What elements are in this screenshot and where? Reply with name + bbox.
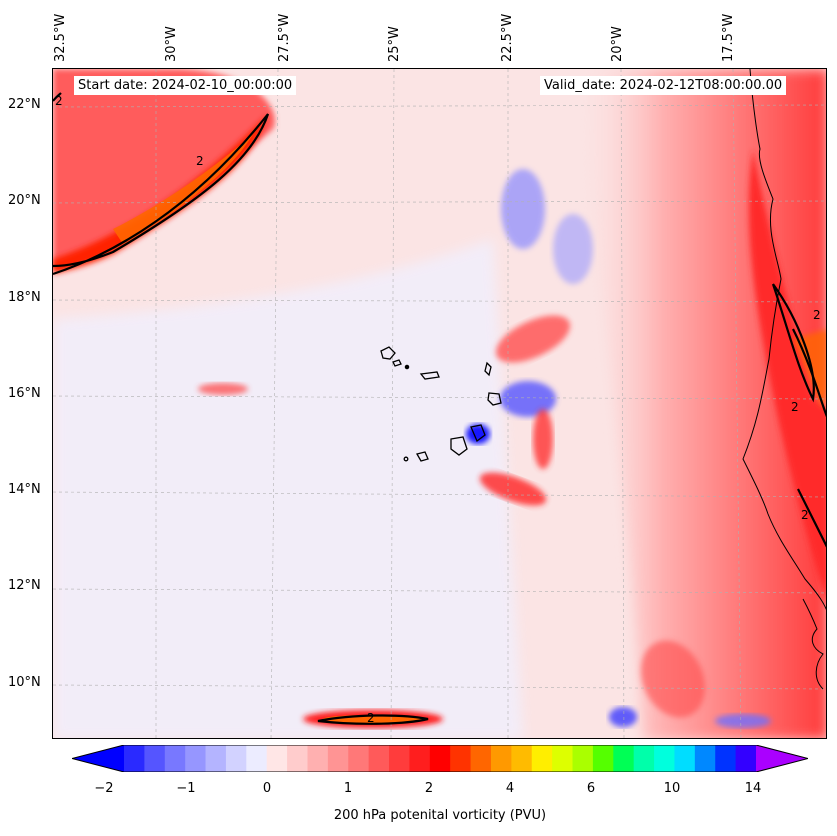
colorbar-swatch (715, 745, 737, 772)
colorbar-swatch (124, 745, 145, 772)
cb-tick-3: 1 (343, 781, 353, 796)
lon-label-25w: 25°W (387, 26, 402, 62)
red-blob-5 (640, 640, 706, 718)
lat-label-18n: 18°N (8, 290, 41, 305)
lon-label-22-5w: 22.5°W (500, 13, 515, 62)
colorbar-swatch (654, 745, 675, 772)
colorbar-swatch (552, 745, 574, 772)
colorbar-swatch (246, 745, 268, 772)
cb-tick-8: 14 (744, 781, 762, 796)
lat-label-12n: 12°N (8, 578, 41, 593)
contour-label-south: 2 (367, 711, 375, 725)
pv2-contours (53, 92, 826, 725)
colorbar-swatch (572, 745, 594, 772)
cb-tick-5: 4 (505, 781, 515, 796)
blue-blob-6 (715, 714, 771, 728)
colorbar-swatch (144, 745, 166, 772)
lat-label-14n: 14°N (8, 482, 41, 497)
colorbar-swatch (225, 745, 247, 772)
colorbar-swatch (694, 745, 716, 772)
colorbar-swatch (531, 745, 553, 772)
lon-label-30w: 30°W (164, 26, 179, 62)
colorbar-swatch (735, 745, 757, 772)
red-blob-2 (479, 472, 547, 506)
lon-label-20w: 20°W (610, 26, 625, 62)
contour-label-east-3: 2 (801, 508, 809, 522)
lat-label-16n: 16°N (8, 386, 41, 401)
colorbar-label: 200 hPa potenital vorticity (PVU) (333, 808, 547, 823)
africa-coastline (742, 69, 826, 610)
colorbar-swatch (450, 745, 472, 772)
red-blob-1 (495, 315, 571, 363)
nw-streamer-core (53, 114, 268, 274)
blue-blob-1 (501, 169, 545, 249)
cb-tick-6: 6 (586, 781, 596, 796)
colorbar-swatch (205, 745, 227, 772)
lat-label-10n: 10°N (8, 675, 41, 690)
lon-label-27-5w: 27.5°W (277, 13, 292, 62)
red-blob-3 (533, 409, 553, 469)
colorbar (72, 745, 808, 772)
colorbar-swatch (490, 745, 512, 772)
colorbar-swatch (470, 745, 492, 772)
cb-tick-4: 2 (424, 781, 434, 796)
colorbar-swatch (185, 745, 207, 772)
blue-blob-2 (553, 214, 593, 284)
cb-tick-2: 0 (262, 781, 272, 796)
blue-blob-3 (500, 381, 556, 417)
lat-label-20n: 20°N (8, 193, 41, 208)
graticule (53, 69, 826, 738)
africa-coastline-south (802, 598, 824, 690)
pv-field: 2 2 2 2 2 2 (53, 69, 826, 738)
colorbar-swatch (592, 745, 614, 772)
colorbar-extend-min (72, 745, 124, 772)
colorbar-swatch (327, 745, 349, 772)
colorbar-swatch (409, 745, 431, 772)
blue-blob-5 (609, 707, 637, 727)
valid-date-label: Valid_date: 2024-02-12T08:00:00.00 (540, 76, 787, 95)
colorbar-swatch (511, 745, 533, 772)
lon-label-32-5w: 32.5°W (53, 13, 68, 62)
contour-label-nw-corner: 2 (55, 94, 63, 108)
colorbar-swatch (368, 745, 390, 772)
east-core (748, 149, 826, 602)
cb-tick-1: −1 (176, 781, 196, 796)
colorbar-extend-max (756, 745, 808, 772)
map-panel: 2 2 2 2 2 2 (52, 68, 827, 739)
nw-orange (113, 134, 253, 244)
colorbar-swatch (674, 745, 696, 772)
red-blob-4 (198, 383, 248, 395)
lon-label-17-5w: 17.5°W (721, 13, 736, 62)
contour-label-east-1: 2 (813, 308, 821, 322)
cb-tick-7: 10 (663, 781, 681, 796)
colorbar-swatch (348, 745, 370, 772)
colorbar-swatch (287, 745, 308, 772)
colorbar-swatch (307, 745, 329, 772)
contour-label-nw: 2 (196, 154, 204, 168)
colorbar-swatch (164, 745, 186, 772)
neutral-band (53, 239, 523, 738)
colorbar-swatch (613, 745, 635, 772)
nw-streamer (53, 69, 275, 269)
lat-label-22n: 22°N (8, 97, 41, 112)
cb-tick-0: −2 (94, 781, 114, 796)
start-date-label: Start date: 2024-02-10_00:00:00 (74, 76, 297, 95)
cape-verde-islands (380, 346, 502, 462)
colorbar-swatch (266, 745, 288, 772)
contour-label-east-2: 2 (791, 400, 799, 414)
colorbar-swatch (633, 745, 655, 772)
colorbar-swatch (429, 745, 451, 772)
colorbar-swatch (389, 745, 410, 772)
